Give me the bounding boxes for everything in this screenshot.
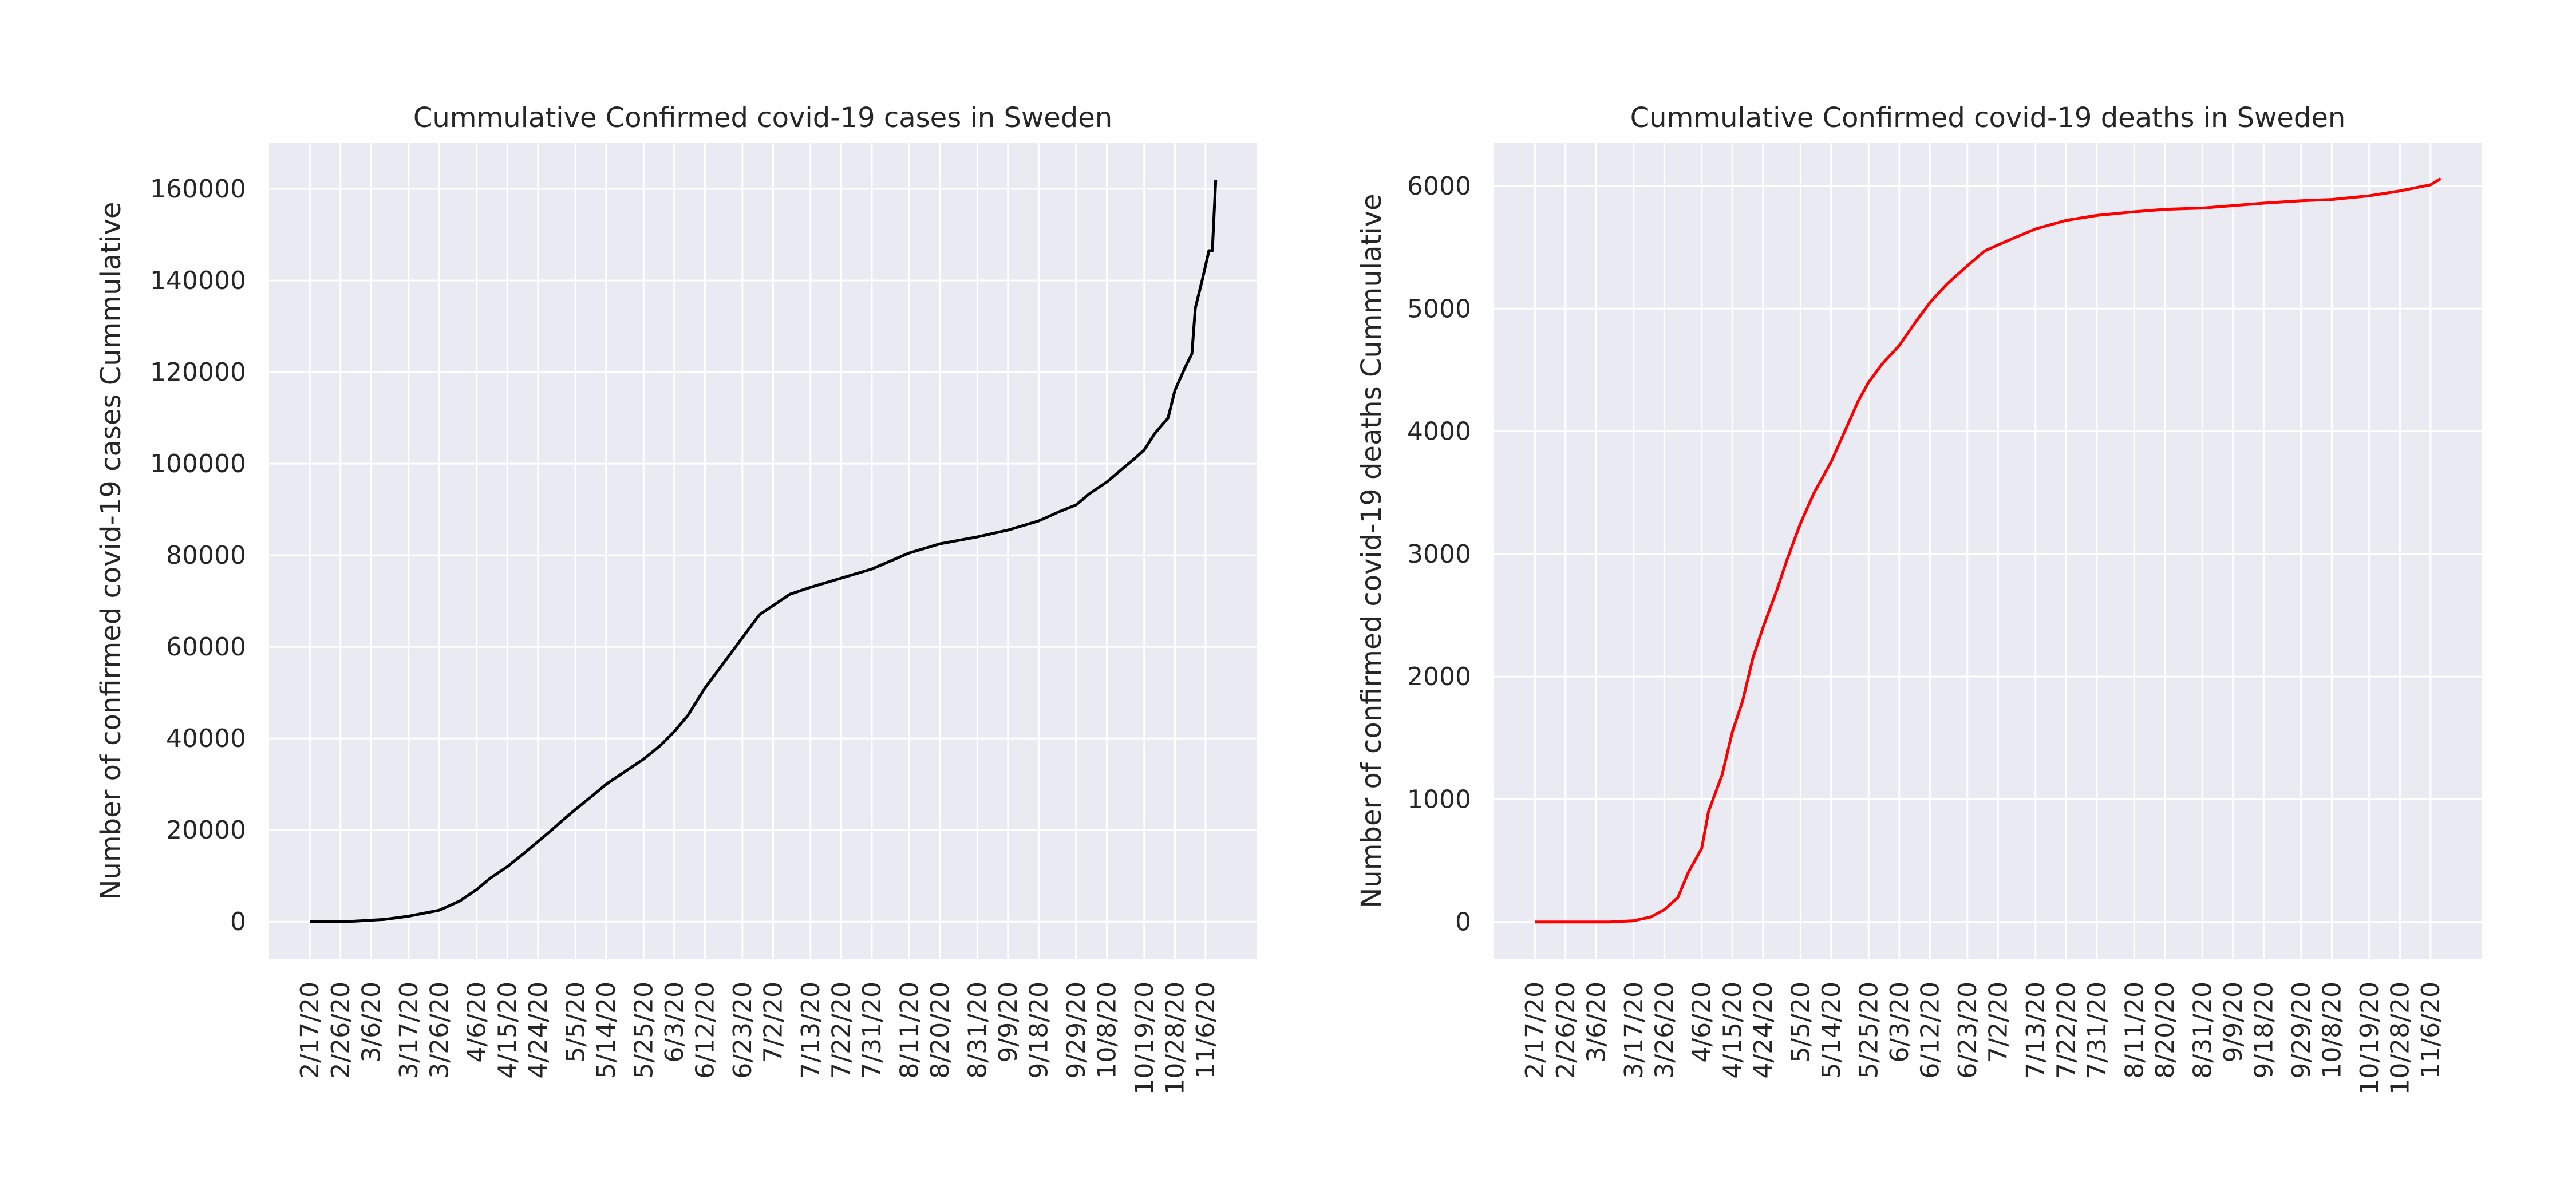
x-tick-label: 9/29/20 [1062, 982, 1091, 1079]
x-tick-label: 7/22/20 [2052, 982, 2081, 1079]
x-tick-label: 6/3/20 [1885, 982, 1914, 1063]
x-tick-label: 4/24/20 [1749, 982, 1778, 1079]
x-tick-label: 2/17/20 [295, 982, 325, 1079]
x-tick-label: 9/29/20 [2287, 982, 2316, 1079]
x-tick-label: 9/18/20 [1024, 982, 1053, 1079]
x-tick-label: 6/3/20 [660, 982, 689, 1063]
x-tick-label: 11/6/20 [2416, 982, 2445, 1079]
x-tick-label: 4/6/20 [463, 982, 492, 1063]
x-tick-label: 5/25/20 [1854, 982, 1883, 1079]
x-tick-label: 5/14/20 [592, 982, 621, 1079]
plot-area [269, 143, 1257, 959]
x-tick-label: 9/18/20 [2249, 982, 2278, 1079]
x-tick-label: 4/15/20 [493, 982, 522, 1079]
series-line [1535, 177, 2442, 924]
x-tick-label: 8/20/20 [926, 982, 955, 1079]
x-tick-label: 8/31/20 [2188, 982, 2217, 1079]
x-tick-label: 6/12/20 [690, 982, 720, 1079]
y-tick-label: 1000 [1407, 785, 1471, 814]
x-tick-label: 10/8/20 [2317, 982, 2346, 1079]
chart-title: Cummulative Confirmed covid-19 deaths in… [1630, 102, 2346, 134]
y-tick-label: 0 [230, 907, 246, 936]
x-tick-label: 2/17/20 [1520, 982, 1550, 1079]
y-tick-label: 60000 [166, 632, 246, 662]
y-tick-label: 160000 [150, 175, 246, 204]
x-tick-label: 11/6/20 [1191, 982, 1220, 1079]
y-tick-label: 120000 [150, 358, 246, 387]
x-tick-label: 6/23/20 [1953, 982, 1982, 1079]
x-tick-label: 9/9/20 [2219, 982, 2248, 1063]
plot-area [1494, 143, 2482, 959]
x-tick-label: 10/28/20 [2385, 982, 2415, 1095]
x-tick-label: 4/15/20 [1718, 982, 1747, 1079]
x-tick-label: 10/8/20 [1092, 982, 1121, 1079]
y-tick-label: 5000 [1407, 294, 1471, 323]
y-tick-label: 40000 [166, 724, 246, 753]
x-tick-label: 5/5/20 [1786, 982, 1815, 1063]
x-tick-label: 5/14/20 [1817, 982, 1846, 1079]
x-tick-label: 3/6/20 [1582, 982, 1611, 1063]
x-tick-label: 4/24/20 [524, 982, 553, 1079]
y-tick-label: 20000 [166, 816, 246, 845]
x-tick-label: 8/31/20 [963, 982, 992, 1079]
x-tick-label: 3/17/20 [1619, 982, 1649, 1079]
y-tick-label: 4000 [1407, 417, 1471, 446]
x-tick-label: 3/6/20 [357, 982, 386, 1063]
x-tick-label: 7/2/20 [1984, 982, 2013, 1063]
x-tick-label: 2/26/20 [326, 982, 355, 1079]
x-tick-label: 7/13/20 [796, 982, 825, 1079]
x-tick-label: 6/23/20 [728, 982, 757, 1079]
chart-title: Cummulative Confirmed covid-19 cases in … [413, 102, 1112, 134]
y-axis-label: Number of confirmed covid-19 deaths Cumm… [1356, 193, 1388, 908]
x-tick-label: 3/26/20 [425, 982, 454, 1079]
x-tick-label: 6/12/20 [1915, 982, 1945, 1079]
x-tick-label: 8/11/20 [2120, 982, 2149, 1079]
y-tick-label: 80000 [166, 541, 246, 570]
x-tick-label: 8/20/20 [2151, 982, 2180, 1079]
x-tick-label: 4/6/20 [1688, 982, 1717, 1063]
y-tick-label: 100000 [150, 449, 246, 479]
x-tick-label: 10/28/20 [1160, 982, 1190, 1095]
x-tick-label: 7/13/20 [2021, 982, 2050, 1079]
cases-chart: 0 20000 40000 60000 80000 100000 120000 140000 1… [95, 102, 1257, 1095]
x-tick-label: 5/25/20 [629, 982, 658, 1079]
y-axis-label: Number of confirmed covid-19 cases Cummu… [95, 202, 127, 900]
x-tick-label: 2/26/20 [1551, 982, 1581, 1079]
x-tick-label: 10/19/20 [1130, 982, 1159, 1095]
x-tick-label: 3/26/20 [1650, 982, 1679, 1079]
y-tick-label: 140000 [150, 266, 246, 295]
x-tick-label: 9/9/20 [994, 982, 1023, 1063]
x-tick-label: 8/11/20 [895, 982, 924, 1079]
y-tick-label: 2000 [1407, 662, 1471, 691]
x-tick-label: 5/5/20 [561, 982, 590, 1063]
x-tick-label: 10/19/20 [2355, 982, 2384, 1095]
x-tick-label: 7/22/20 [827, 982, 856, 1079]
x-tick-label: 7/31/20 [2083, 982, 2112, 1079]
y-tick-label: 0 [1455, 908, 1471, 937]
x-tick-label: 3/17/20 [394, 982, 424, 1079]
series-line [310, 179, 1218, 923]
y-tick-label: 3000 [1407, 540, 1471, 569]
x-tick-label: 7/2/20 [758, 982, 788, 1063]
y-tick-label: 6000 [1407, 172, 1471, 201]
x-tick-label: 7/31/20 [858, 982, 887, 1079]
